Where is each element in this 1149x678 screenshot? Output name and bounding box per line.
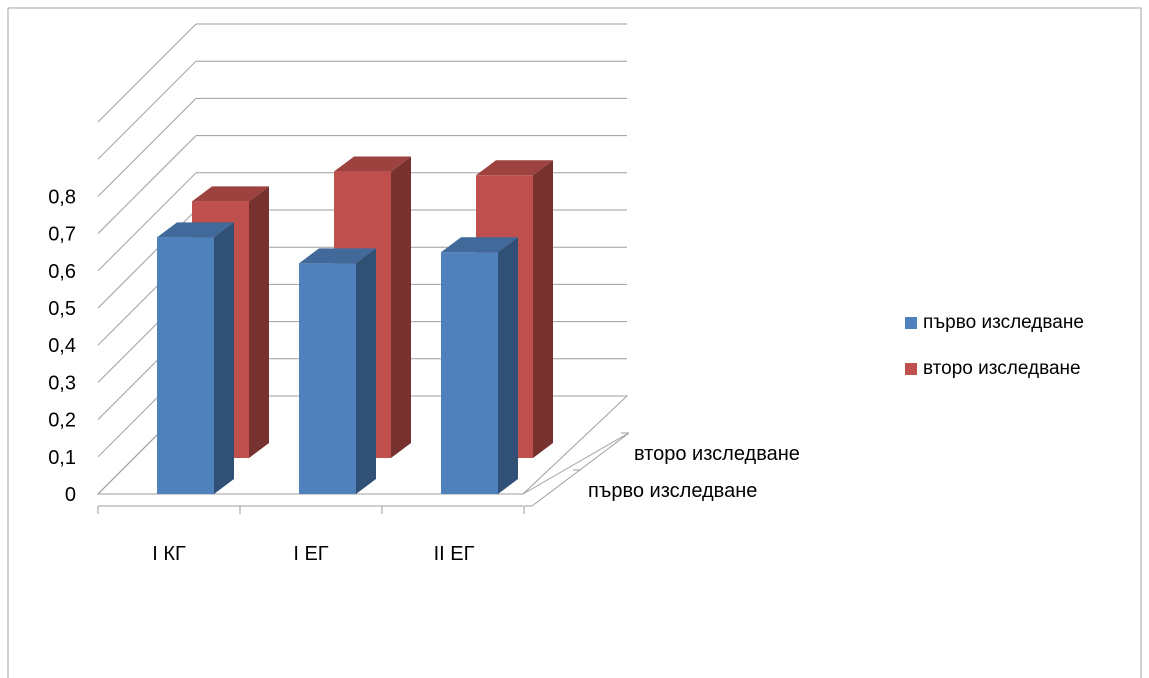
- legend: първо изследване второ изследване: [905, 312, 1084, 404]
- legend-item-second: второ изследване: [905, 358, 1084, 380]
- depth-tick-label: второ изследване: [634, 443, 800, 465]
- gridline: [97, 172, 627, 272]
- y-tick-label: 0,2: [48, 410, 76, 432]
- x-tick-labels: I КГ I ЕГ II ЕГ: [152, 543, 474, 565]
- depth-axis-labels: второ изследване първо изследване: [588, 443, 800, 502]
- gridline: [97, 60, 627, 160]
- y-tick-label: 0,3: [48, 372, 76, 394]
- x-tick-label: II ЕГ: [434, 543, 475, 565]
- y-tick-label: 0,5: [48, 298, 76, 320]
- depth-tick-label: първо изследване: [588, 480, 757, 502]
- y-tick-label: 0,4: [48, 335, 76, 357]
- legend-label-second: второ изследване: [923, 358, 1081, 379]
- depth-axis-line: [522, 433, 628, 495]
- y-tick-labels: 0 0,1 0,2 0,3 0,4 0,5 0,6 0,7 0,8: [48, 186, 76, 506]
- y-tick-label: 0: [65, 484, 76, 506]
- y-tick-label: 0,6: [48, 261, 76, 283]
- bars: [157, 156, 553, 494]
- x-tick-label: I КГ: [152, 543, 186, 565]
- legend-label-first: първо изследване: [923, 312, 1084, 333]
- bar-first-1: [299, 248, 376, 494]
- gridline: [97, 23, 627, 123]
- gridline: [97, 97, 627, 197]
- legend-item-first: първо изследване: [905, 312, 1084, 334]
- legend-swatch-second: [905, 363, 917, 375]
- y-tick-label: 0,8: [48, 186, 76, 208]
- legend-swatch-first: [905, 317, 917, 329]
- bar-first-0: [157, 222, 234, 494]
- bar-first-2: [441, 237, 518, 494]
- y-tick-label: 0,7: [48, 224, 76, 246]
- x-tick-label: I ЕГ: [293, 543, 328, 565]
- gridline: [97, 135, 627, 234]
- y-tick-label: 0,1: [48, 447, 76, 469]
